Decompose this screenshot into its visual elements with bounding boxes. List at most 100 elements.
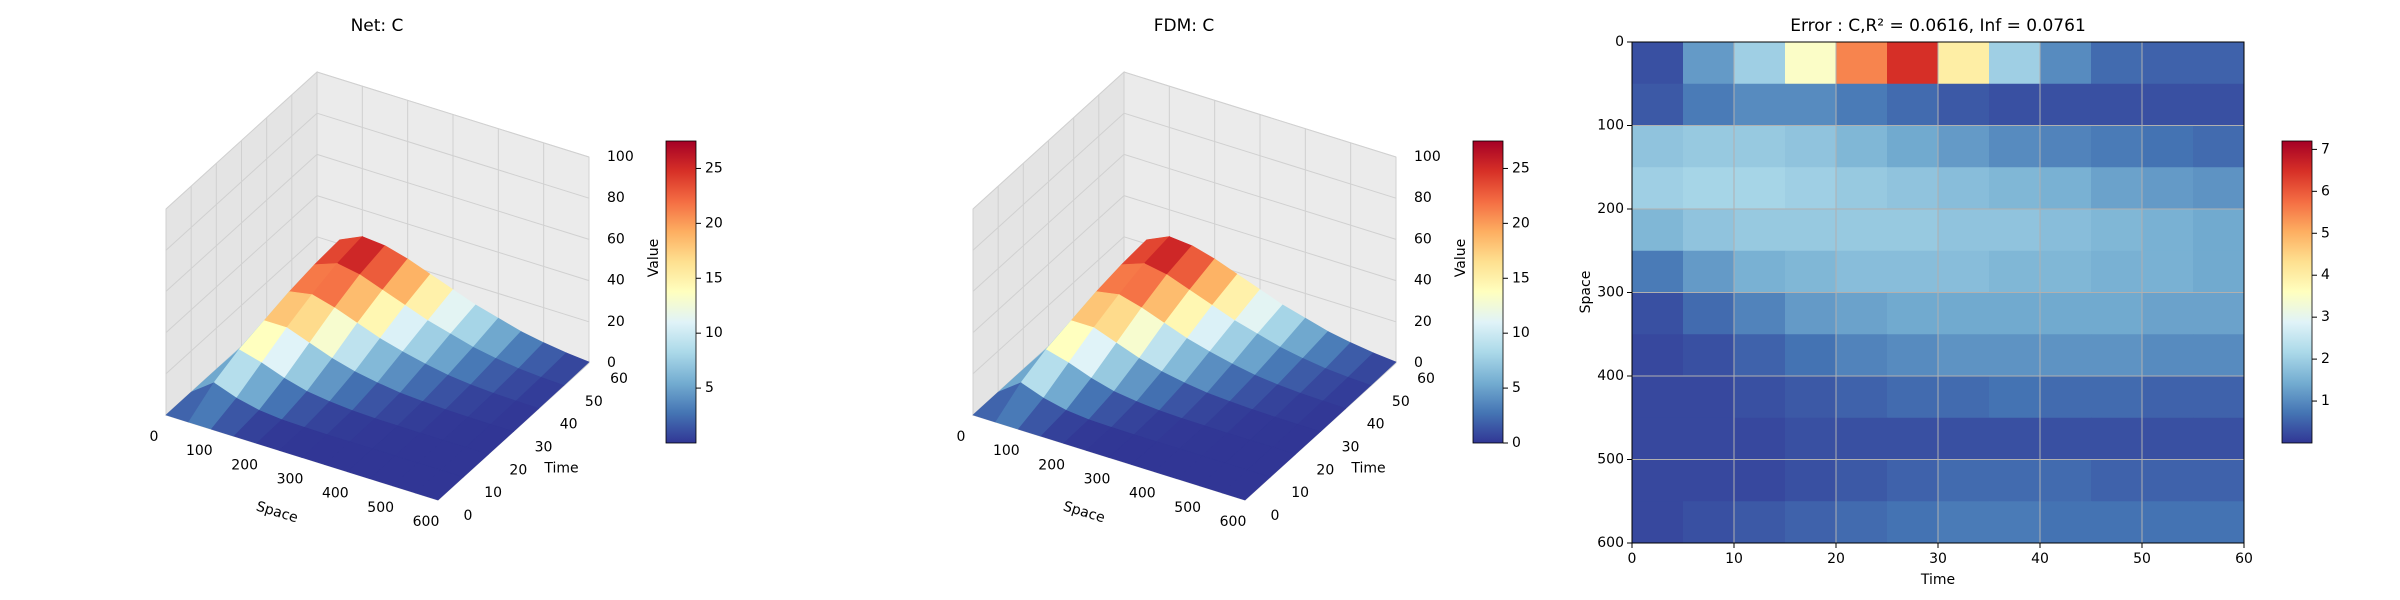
heatmap-cell bbox=[1887, 376, 1939, 419]
colorbar bbox=[2281, 140, 2313, 444]
heatmap-cell bbox=[1887, 250, 1939, 293]
heatmap-cell bbox=[1887, 83, 1939, 126]
y-tick-label: 300 bbox=[1597, 285, 1624, 301]
heatmap-cell bbox=[2142, 42, 2194, 85]
heatmap-cell bbox=[2193, 292, 2245, 335]
heatmap-cell bbox=[1734, 292, 1786, 335]
heatmap-cell bbox=[2193, 376, 2245, 419]
heatmap-cell bbox=[1785, 83, 1837, 126]
z-tick-label: 100 bbox=[607, 149, 634, 165]
z-tick-label: 20 bbox=[607, 314, 625, 330]
x-tick-label: 30 bbox=[1929, 551, 1947, 567]
grid-line bbox=[165, 154, 318, 292]
heatmap-cell bbox=[2142, 292, 2194, 335]
y-tick-label: 40 bbox=[1367, 417, 1385, 433]
chart-title: FDM: C bbox=[1154, 16, 1215, 36]
heatmap-cell bbox=[1785, 167, 1837, 210]
colorbar-tick-label: 5 bbox=[2321, 225, 2330, 241]
heatmap-cell bbox=[2091, 83, 2143, 126]
heatmap-cell bbox=[1632, 167, 1684, 210]
heatmap-cell bbox=[1938, 376, 1990, 419]
y-tick-label: 30 bbox=[535, 440, 553, 456]
x-axis-label: Space bbox=[1061, 499, 1106, 527]
x-tick-label: 0 bbox=[1628, 551, 1637, 567]
x-tick-label: 600 bbox=[1220, 514, 1247, 530]
heatmap-cell bbox=[1734, 209, 1786, 252]
heatmap-cell bbox=[1734, 42, 1786, 85]
heatmap-cell bbox=[2142, 250, 2194, 293]
heatmap-cell bbox=[1836, 292, 1888, 335]
colorbar-tick-label: 5 bbox=[705, 380, 714, 396]
heatmap-cell bbox=[2142, 459, 2194, 502]
z-tick-label: 80 bbox=[1414, 190, 1432, 206]
z-tick-label: 40 bbox=[607, 273, 625, 289]
colorbar-tick-label: 4 bbox=[2321, 267, 2330, 283]
colorbar-tick-label: 15 bbox=[1512, 270, 1530, 286]
heatmap-cell bbox=[2040, 334, 2092, 377]
heatmap-cell bbox=[2040, 167, 2092, 210]
heatmap-cell bbox=[1734, 501, 1786, 544]
x-tick-label: 300 bbox=[277, 472, 304, 488]
heatmap-cell bbox=[2193, 83, 2245, 126]
heatmap-cell bbox=[2040, 417, 2092, 460]
heatmap-cell bbox=[2142, 501, 2194, 544]
x-tick-label: 10 bbox=[1725, 551, 1743, 567]
heatmap-cell bbox=[1734, 167, 1786, 210]
y-tick-label: 40 bbox=[560, 417, 578, 433]
heatmap-cell bbox=[1683, 292, 1735, 335]
grid-line bbox=[165, 112, 318, 251]
y-tick-label: 50 bbox=[585, 394, 603, 410]
colorbar-tick-label: 7 bbox=[2321, 141, 2330, 157]
heatmap-cell bbox=[2040, 376, 2092, 419]
heatmap-cell bbox=[2142, 417, 2194, 460]
heatmap-cell bbox=[2091, 209, 2143, 252]
heatmap-cell bbox=[1632, 42, 1684, 85]
heatmap-cell bbox=[1989, 334, 2041, 377]
chart-title: Net: C bbox=[351, 16, 404, 36]
z-tick-label: 20 bbox=[1414, 314, 1432, 330]
grid-line bbox=[316, 112, 590, 199]
heatmap-cell bbox=[1632, 501, 1684, 544]
heatmap-cell bbox=[1887, 209, 1939, 252]
heatmap-cell bbox=[2142, 209, 2194, 252]
y-tick-label: 0 bbox=[1615, 34, 1624, 50]
heatmap-cell bbox=[1734, 417, 1786, 460]
heatmap-cell bbox=[1938, 417, 1990, 460]
heatmap-cell bbox=[1785, 42, 1837, 85]
z-tick-label: 60 bbox=[607, 231, 625, 247]
heatmap-cell bbox=[1989, 167, 2041, 210]
grid-line bbox=[1123, 71, 1397, 158]
heatmap-cell bbox=[2193, 501, 2245, 544]
heatmap-cell bbox=[1938, 250, 1990, 293]
heatmap-cell bbox=[1836, 250, 1888, 293]
heatmap-cell bbox=[1938, 125, 1990, 168]
heatmap-cell bbox=[2193, 417, 2245, 460]
heatmap-cell bbox=[2091, 501, 2143, 544]
x-tick-label: 400 bbox=[1129, 486, 1156, 502]
heatmap-cell bbox=[1887, 292, 1939, 335]
colorbar-tick-label: 5 bbox=[1512, 380, 1521, 396]
z-tick-label: 0 bbox=[1414, 355, 1423, 371]
heatmap-cell bbox=[1683, 501, 1735, 544]
heatmap-cell bbox=[1683, 334, 1735, 377]
grid-line bbox=[972, 195, 1125, 333]
x-tick-label: 200 bbox=[1038, 457, 1065, 473]
z-axis-label: Value bbox=[646, 239, 662, 277]
heatmap-cell bbox=[1683, 167, 1735, 210]
heatmap-cell bbox=[1989, 417, 2041, 460]
y-axis-label: Time bbox=[1350, 461, 1385, 477]
x-tick-label: 0 bbox=[150, 429, 159, 445]
x-tick-label: 60 bbox=[2235, 551, 2253, 567]
x-tick-label: 0 bbox=[957, 429, 966, 445]
heatmap-cell bbox=[1989, 83, 2041, 126]
heatmap-cell bbox=[2142, 83, 2194, 126]
heatmap-cell bbox=[1683, 250, 1735, 293]
z-tick-label: 0 bbox=[607, 355, 616, 371]
grid-line bbox=[165, 195, 318, 333]
heatmap-cell bbox=[1938, 501, 1990, 544]
grid-line bbox=[1123, 153, 1397, 240]
heatmap-cell bbox=[2091, 417, 2143, 460]
heatmap-cell bbox=[2091, 292, 2143, 335]
y-tick-label: 20 bbox=[1316, 462, 1334, 478]
